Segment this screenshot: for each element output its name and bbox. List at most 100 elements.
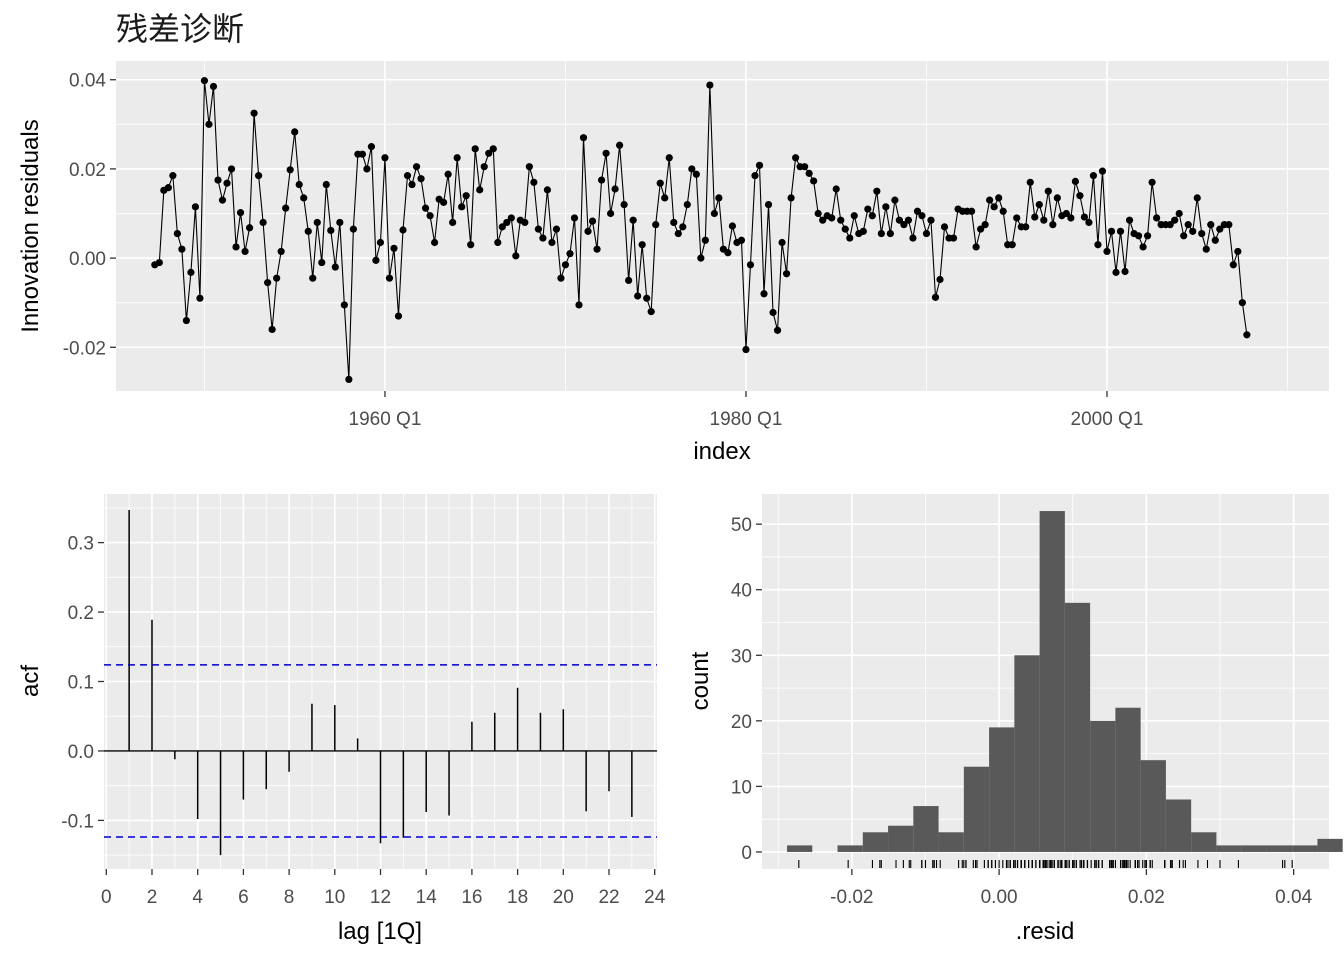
residuals-point: [697, 254, 705, 262]
residuals-point: [792, 154, 800, 162]
residuals-point: [512, 252, 520, 260]
residuals-point: [309, 274, 317, 282]
residuals-point: [859, 227, 867, 235]
residuals-point: [801, 163, 809, 171]
histogram-bar: [1165, 799, 1192, 852]
histogram-bar: [1115, 707, 1141, 852]
residuals-point: [480, 163, 488, 171]
residuals-point: [367, 143, 376, 151]
residuals-point: [850, 212, 858, 220]
residuals-point: [819, 216, 827, 224]
residuals-point: [200, 77, 209, 85]
residuals-point: [1134, 232, 1143, 240]
residuals-point: [931, 293, 940, 301]
residuals-point: [936, 275, 944, 284]
residuals-point: [606, 209, 615, 218]
residuals-point: [1211, 236, 1219, 244]
residuals-point: [503, 218, 511, 227]
residuals-point: [715, 194, 723, 202]
residuals-point: [471, 145, 479, 153]
residuals-point: [602, 149, 610, 157]
residuals-point: [661, 194, 669, 202]
residuals-point: [412, 163, 421, 171]
residuals-point: [782, 270, 791, 278]
residuals-point: [755, 161, 764, 169]
residuals-point: [1080, 213, 1089, 221]
acf-x-tick-label: 12: [370, 887, 391, 908]
residuals-point: [1193, 194, 1201, 202]
residuals-point: [313, 218, 321, 227]
residuals-y-tick-label: -0.02: [63, 338, 106, 359]
residuals-point: [913, 207, 922, 215]
residuals-x-axis-label: index: [693, 438, 750, 465]
residuals-point: [873, 187, 881, 195]
residuals-point: [787, 194, 795, 202]
acf-y-axis-label: acf: [17, 665, 44, 697]
acf-x-axis-label: lag [1Q]: [338, 918, 422, 945]
residuals-point: [1112, 268, 1120, 276]
acf-y-tick-label: 0.2: [68, 603, 94, 624]
histogram-bar: [1266, 845, 1293, 852]
histogram-bar: [989, 727, 1015, 852]
residuals-point: [534, 225, 542, 233]
residuals-point: [1202, 245, 1210, 253]
histogram-bar: [1317, 838, 1343, 852]
histogram-y-axis-label: count: [687, 651, 714, 710]
residuals-point: [1071, 177, 1079, 186]
residuals-point: [561, 261, 570, 269]
residuals-point: [1238, 299, 1246, 307]
residuals-point: [543, 186, 552, 194]
acf-x-tick-label: 16: [461, 887, 482, 908]
histogram-bar: [1140, 760, 1166, 852]
acf-x-tick-label: 18: [507, 887, 528, 908]
residuals-point: [1234, 247, 1242, 256]
residuals-point: [1040, 216, 1048, 224]
acf-x-tick-label: 6: [238, 887, 249, 908]
residuals-point: [241, 247, 249, 256]
residuals-point: [737, 236, 746, 244]
residuals-point: [539, 234, 547, 242]
residuals-point: [769, 308, 777, 317]
residuals-point: [340, 301, 348, 309]
residuals-point: [259, 218, 267, 227]
residuals-point: [1031, 213, 1039, 221]
histogram-x-axis-label: .resid: [1016, 918, 1075, 945]
residuals-point: [444, 170, 452, 178]
residuals-point: [864, 205, 872, 213]
residuals-point: [764, 200, 773, 209]
residuals-point: [597, 176, 606, 184]
residuals-point: [1026, 178, 1034, 186]
acf-x-tick-label: 4: [192, 887, 203, 908]
histogram-axis-ticks: -0.02 0.00 0.02 0.04 0 10 20 30 40 50: [731, 515, 1313, 908]
residuals-point: [566, 250, 574, 258]
histogram-bar: [1292, 845, 1318, 852]
residuals-point: [746, 261, 755, 269]
residuals-point: [155, 258, 163, 267]
residuals-point: [1207, 221, 1215, 229]
residuals-point: [1085, 218, 1093, 227]
residuals-point: [837, 216, 845, 224]
residuals-point: [1225, 221, 1233, 229]
residuals-point: [877, 229, 885, 238]
residuals-point: [1216, 225, 1224, 233]
residuals-point: [629, 216, 637, 224]
residuals-point: [1044, 187, 1052, 195]
residuals-point: [1049, 221, 1057, 229]
residuals-point: [1103, 247, 1111, 256]
residuals-point: [643, 294, 651, 302]
residuals-point: [810, 177, 818, 185]
residuals-point: [345, 375, 353, 384]
histogram-panel: -0.02 0.00 0.02 0.04 0 10 20 30 40 50 .resid coun…: [687, 494, 1343, 945]
residuals-point: [841, 225, 849, 233]
acf-y-tick-label: 0.3: [68, 534, 94, 555]
residuals-point: [1171, 216, 1179, 224]
histogram-bar: [1216, 845, 1242, 852]
residuals-point: [846, 234, 854, 242]
residuals-point: [421, 204, 430, 212]
residuals-point: [634, 292, 642, 300]
histogram-y-tick-label: 0: [741, 843, 752, 864]
residuals-point: [1153, 214, 1161, 222]
histogram-x-tick-label: 0.04: [1275, 887, 1312, 908]
histogram-bars: [787, 511, 1343, 852]
acf-x-tick-label: 24: [644, 887, 666, 908]
